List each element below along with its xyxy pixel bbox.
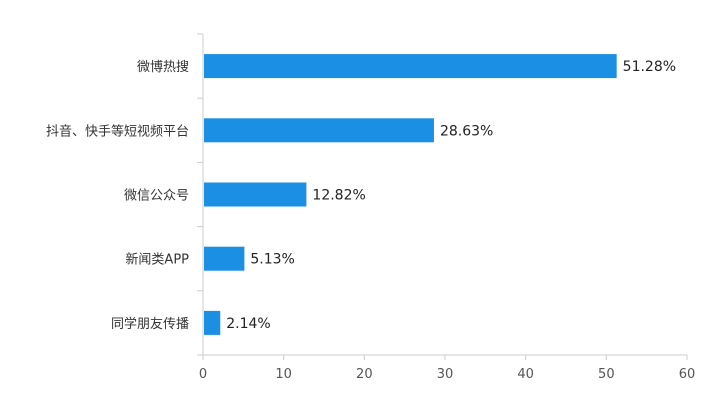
x-tick-label: 60	[679, 367, 696, 382]
bar	[204, 118, 434, 143]
x-tick-label: 20	[356, 367, 373, 382]
value-label: 51.28%	[623, 59, 676, 75]
x-tick-label: 40	[517, 367, 534, 382]
x-tick-label: 30	[437, 367, 454, 382]
bar	[204, 246, 245, 271]
x-tick-label: 10	[275, 367, 292, 382]
value-label: 5.13%	[250, 252, 294, 268]
category-label: 新闻类APP	[125, 252, 189, 268]
x-tick-label: 0	[199, 367, 207, 382]
category-label: 同学朋友传播	[111, 316, 189, 332]
x-tick-label: 50	[598, 367, 615, 382]
bar	[204, 310, 221, 335]
category-label: 抖音、快手等短视频平台	[46, 123, 189, 139]
value-label: 2.14%	[226, 316, 270, 332]
category-label: 微信公众号	[124, 189, 189, 204]
value-label: 12.82%	[312, 188, 365, 204]
category-label: 微博热搜	[137, 60, 189, 75]
bar	[204, 182, 307, 207]
value-label: 28.63%	[440, 123, 493, 139]
bar	[204, 54, 617, 79]
